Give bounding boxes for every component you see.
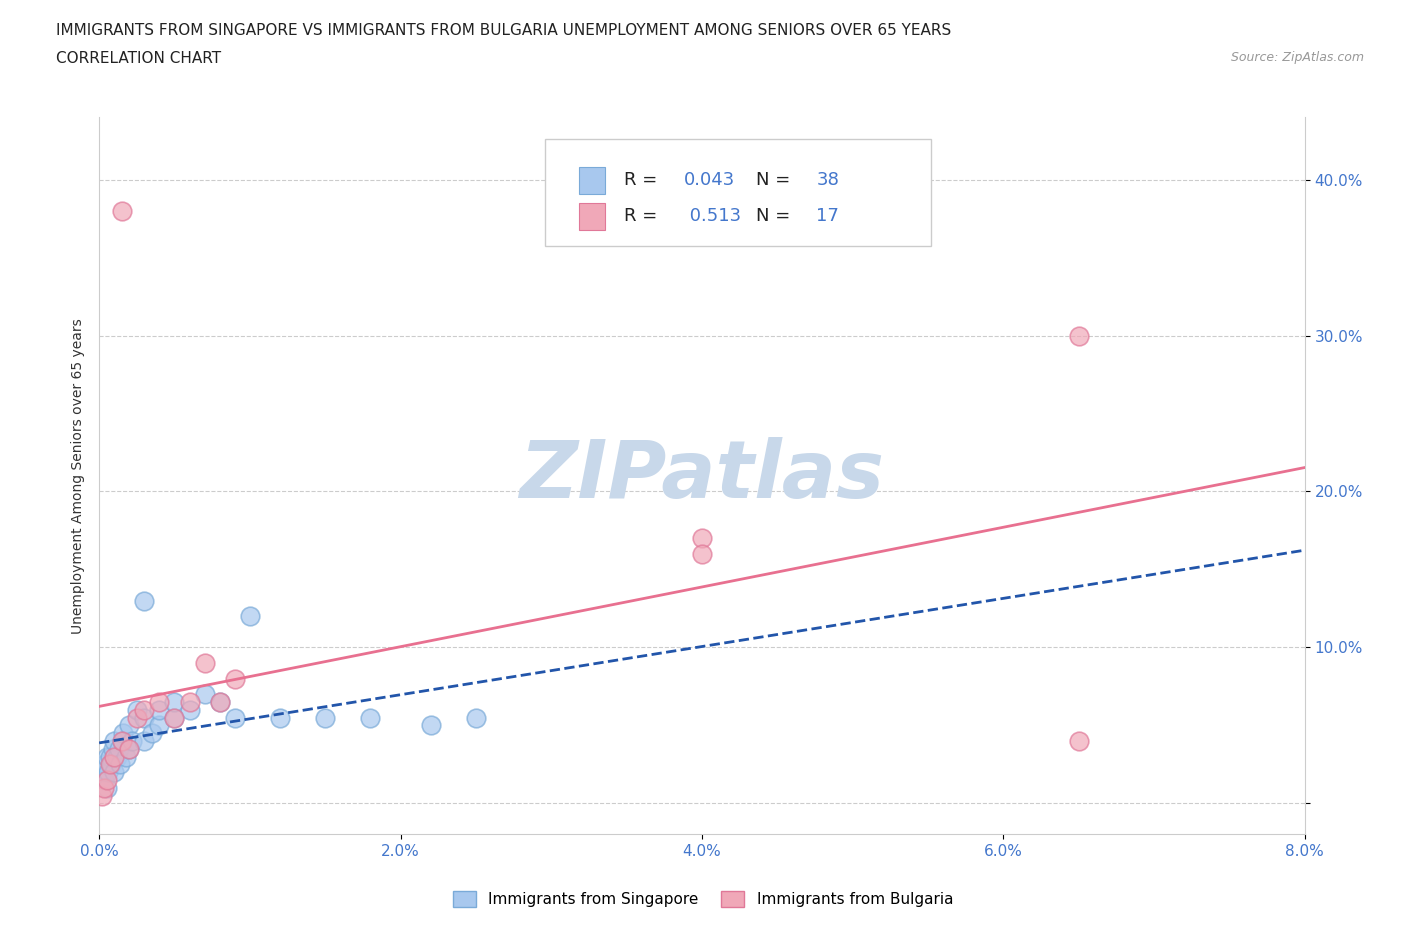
Point <box>111 734 134 749</box>
Point <box>179 702 201 717</box>
Text: 17: 17 <box>817 207 839 225</box>
Point <box>224 711 246 725</box>
Point <box>93 780 115 795</box>
Point <box>125 702 148 717</box>
Point <box>690 531 713 546</box>
Point <box>208 695 231 710</box>
Text: R =: R = <box>623 171 662 190</box>
Point <box>148 695 170 710</box>
Point <box>148 718 170 733</box>
Point <box>179 695 201 710</box>
Point <box>125 711 148 725</box>
Point <box>107 741 129 756</box>
Point <box>148 702 170 717</box>
Point <box>96 780 118 795</box>
Point <box>96 773 118 788</box>
Point <box>103 764 125 779</box>
Point <box>239 609 262 624</box>
Point <box>269 711 291 725</box>
FancyBboxPatch shape <box>579 166 606 194</box>
Text: 0.043: 0.043 <box>683 171 735 190</box>
Point <box>94 757 117 772</box>
Point <box>690 547 713 562</box>
Text: IMMIGRANTS FROM SINGAPORE VS IMMIGRANTS FROM BULGARIA UNEMPLOYMENT AMONG SENIORS: IMMIGRANTS FROM SINGAPORE VS IMMIGRANTS … <box>56 23 952 38</box>
Point <box>115 749 138 764</box>
Point <box>224 671 246 686</box>
Text: Source: ZipAtlas.com: Source: ZipAtlas.com <box>1230 51 1364 64</box>
Point <box>1067 734 1090 749</box>
Point <box>93 773 115 788</box>
Point <box>105 749 128 764</box>
Point <box>111 204 134 219</box>
Point <box>359 711 381 725</box>
Point <box>91 764 114 779</box>
Point <box>163 711 186 725</box>
Point <box>134 593 156 608</box>
Point <box>101 741 124 756</box>
Point <box>98 757 121 772</box>
Point <box>97 764 120 779</box>
Point <box>111 734 134 749</box>
Point <box>419 718 441 733</box>
Point <box>110 757 132 772</box>
Y-axis label: Unemployment Among Seniors over 65 years: Unemployment Among Seniors over 65 years <box>72 318 86 633</box>
Point <box>134 711 156 725</box>
Point <box>464 711 486 725</box>
Point <box>103 749 125 764</box>
Point <box>314 711 336 725</box>
FancyBboxPatch shape <box>579 203 606 230</box>
Text: 0.513: 0.513 <box>683 207 741 225</box>
Point <box>103 734 125 749</box>
Point <box>98 749 121 764</box>
Legend: Immigrants from Singapore, Immigrants from Bulgaria: Immigrants from Singapore, Immigrants fr… <box>447 884 959 913</box>
Point <box>121 734 143 749</box>
Text: 38: 38 <box>817 171 839 190</box>
Point <box>118 718 141 733</box>
Point <box>118 741 141 756</box>
Point <box>134 734 156 749</box>
Point <box>194 656 217 671</box>
Point <box>194 686 217 701</box>
Point <box>96 749 118 764</box>
FancyBboxPatch shape <box>546 139 931 246</box>
Text: R =: R = <box>623 207 662 225</box>
Point <box>134 702 156 717</box>
Text: N =: N = <box>756 171 796 190</box>
Text: ZIPatlas: ZIPatlas <box>519 437 884 515</box>
Point <box>208 695 231 710</box>
Text: CORRELATION CHART: CORRELATION CHART <box>56 51 221 66</box>
Point <box>118 741 141 756</box>
Point <box>1067 328 1090 343</box>
Point <box>112 725 135 740</box>
Text: N =: N = <box>756 207 796 225</box>
Point <box>100 757 122 772</box>
Point <box>91 788 114 803</box>
Point <box>141 725 163 740</box>
Point <box>163 711 186 725</box>
Point <box>163 695 186 710</box>
